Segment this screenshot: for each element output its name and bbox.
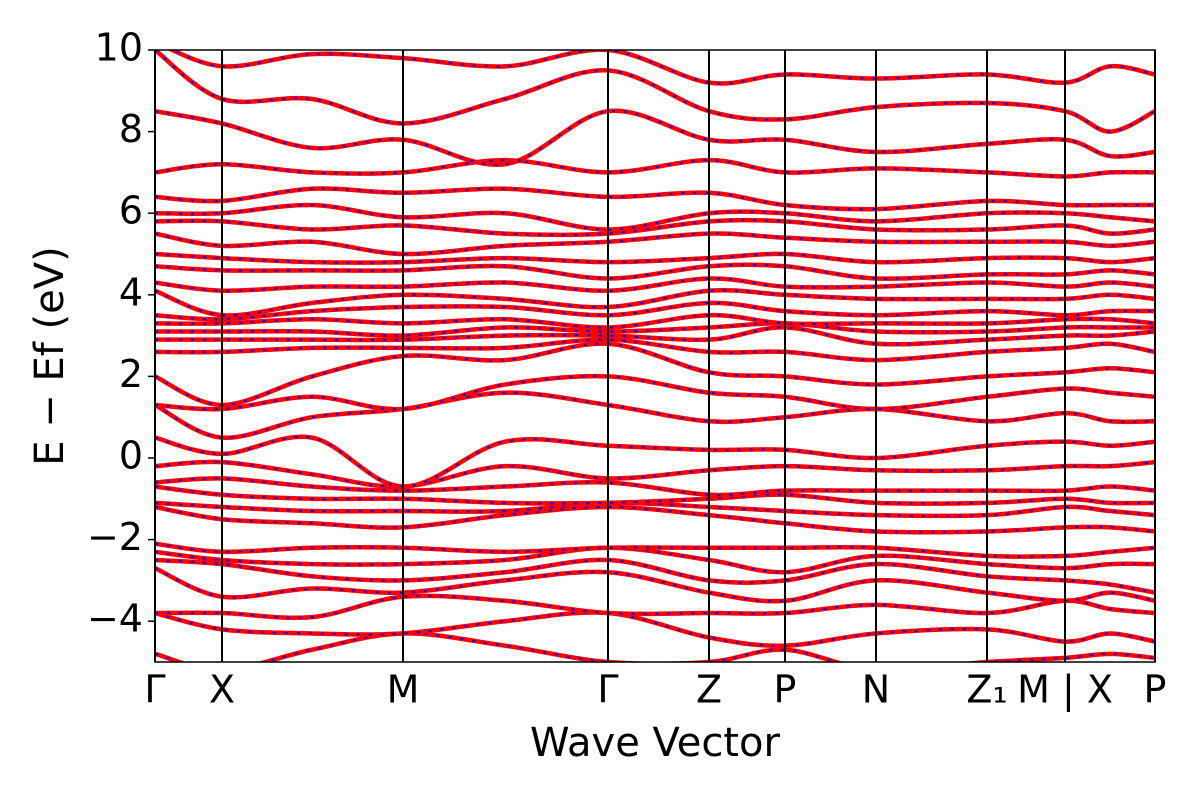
band bbox=[155, 262, 1155, 281]
band-overlay bbox=[155, 611, 1155, 647]
band-overlay bbox=[155, 485, 1155, 505]
x-tick-label: N bbox=[862, 668, 890, 712]
y-axis-label: E − Ef (eV) bbox=[27, 246, 73, 465]
y-tick-label: 0 bbox=[119, 434, 143, 478]
band bbox=[155, 202, 1155, 232]
band-overlay bbox=[155, 567, 1155, 603]
band-overlay bbox=[155, 501, 1155, 517]
band-overlay bbox=[155, 558, 1155, 594]
y-tick-label: 4 bbox=[119, 270, 143, 314]
x-tick-label: M | X bbox=[1017, 668, 1113, 713]
band-overlay bbox=[155, 375, 1155, 411]
x-tick-label: Γ bbox=[597, 668, 618, 712]
band-overlay bbox=[155, 109, 1155, 166]
band-overlay bbox=[155, 263, 1155, 280]
band bbox=[155, 593, 1155, 621]
y-tick-label: −2 bbox=[87, 515, 143, 559]
x-tick-label: P bbox=[774, 668, 797, 712]
band-overlay bbox=[155, 159, 1155, 178]
x-tick-label: Z bbox=[696, 668, 722, 712]
band bbox=[155, 108, 1155, 168]
band-overlay bbox=[155, 301, 1155, 321]
band-overlay bbox=[155, 187, 1155, 211]
band bbox=[155, 631, 1155, 662]
band-overlay bbox=[155, 252, 1155, 264]
y-tick-label: −4 bbox=[87, 597, 143, 641]
band bbox=[155, 251, 1155, 265]
band-overlay bbox=[155, 505, 1155, 534]
band-overlay bbox=[155, 594, 1155, 619]
band-overlay bbox=[155, 477, 1155, 496]
band-overlay bbox=[155, 232, 1155, 256]
x-tick-label: Z₁ bbox=[966, 668, 1007, 712]
band-overlay bbox=[155, 289, 1155, 317]
band bbox=[155, 312, 1155, 330]
band bbox=[167, 50, 1155, 86]
band-overlay bbox=[155, 338, 1155, 362]
band bbox=[155, 434, 1155, 489]
band-overlay bbox=[155, 204, 1155, 231]
band bbox=[155, 50, 1155, 134]
bands bbox=[155, 50, 1155, 662]
x-tick-label: M bbox=[387, 668, 420, 712]
band-overlay bbox=[155, 277, 1155, 292]
band-overlay bbox=[155, 460, 1155, 488]
band bbox=[155, 566, 1155, 604]
y-tick-label: 2 bbox=[119, 352, 143, 396]
y-tick-label: 10 bbox=[95, 26, 143, 70]
x-axis-label: Wave Vector bbox=[530, 720, 781, 766]
band bbox=[155, 390, 1155, 440]
band bbox=[155, 373, 1155, 412]
band-overlay bbox=[155, 546, 1155, 574]
band-overlay bbox=[155, 542, 1155, 558]
y-tick-label: 8 bbox=[119, 107, 143, 151]
band-overlay bbox=[155, 314, 1155, 329]
band bbox=[155, 276, 1155, 294]
x-tick-label: Γ bbox=[144, 668, 165, 712]
band-overlay bbox=[155, 322, 1155, 337]
band-overlay bbox=[155, 342, 1155, 406]
band bbox=[155, 476, 1155, 498]
band-overlay bbox=[155, 326, 1155, 346]
band bbox=[155, 459, 1155, 489]
band-overlay bbox=[155, 219, 1155, 236]
y-tick-label: 6 bbox=[119, 189, 143, 233]
x-tick-label: X bbox=[209, 668, 235, 712]
band bbox=[155, 231, 1155, 257]
x-tick-label: P bbox=[1144, 668, 1167, 712]
plot-frame bbox=[154, 49, 1156, 663]
band bbox=[155, 321, 1155, 338]
